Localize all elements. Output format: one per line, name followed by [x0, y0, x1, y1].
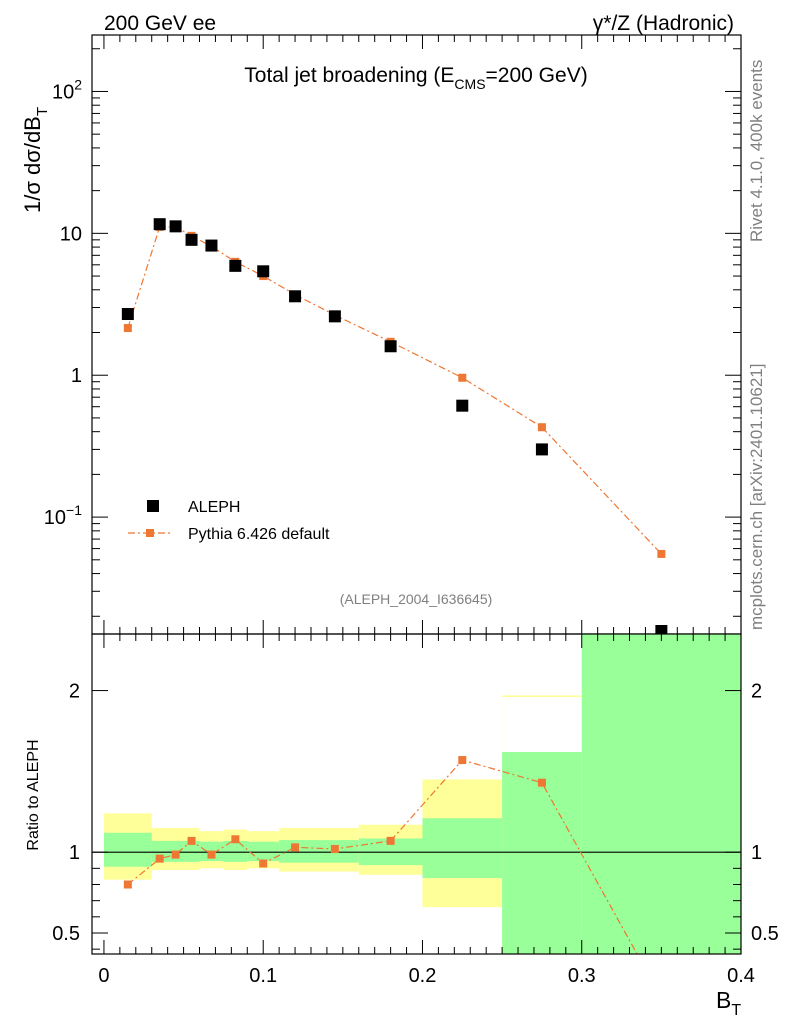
- mc-point: [123, 324, 132, 333]
- uncertainty-band-inner: [581, 634, 741, 954]
- y-tick-label-base: 1: [71, 365, 82, 387]
- ratio-mc-point: [123, 880, 132, 889]
- ratio-frame: [91, 633, 742, 955]
- x-tick-label: 0.2: [409, 965, 437, 987]
- main-frame: [91, 34, 742, 635]
- y-tick-label: 1: [71, 365, 82, 387]
- x-tick-label: 0.4: [727, 965, 755, 987]
- y-tick-label: 102: [52, 76, 82, 103]
- mc-point: [657, 549, 666, 558]
- y-tick-label-exp: −1: [66, 502, 82, 518]
- ratio-mc-point: [386, 836, 395, 845]
- main-title-post: =200 GeV): [486, 64, 588, 87]
- ratio-mc-point: [291, 843, 300, 852]
- ratio-panel: 0 0.1 0.2 0.3 0.4 0.5 0.5 1 1 2 2: [52, 633, 779, 987]
- ratio-axes: 0 0.1 0.2 0.3 0.4 0.5 0.5 1 1 2 2: [52, 634, 779, 987]
- main-ylabel-text: 1/σ dσ/dB: [20, 116, 45, 213]
- data-point: [384, 340, 397, 353]
- main-title-pre: Total jet broadening (E: [244, 64, 454, 87]
- uncertainty-band-inner: [247, 841, 280, 862]
- ratio-mc-point: [231, 835, 240, 844]
- x-tick-label: 0.3: [568, 965, 596, 987]
- x-axis-label: BT: [716, 987, 741, 1019]
- data-point: [205, 239, 218, 252]
- y-tick-label: 10−1: [44, 502, 82, 529]
- data-point: [185, 233, 198, 246]
- y-tick-label-base: 10: [44, 507, 66, 529]
- ratio-y-tick-label-right: 1: [751, 842, 762, 864]
- data-point: [456, 399, 469, 412]
- legend-label-mc: Pythia 6.426 default: [188, 526, 330, 543]
- ratio-mc-point: [330, 844, 339, 853]
- mc-point: [458, 373, 467, 382]
- ratio-y-tick-label: 1: [69, 842, 80, 864]
- uncertainty-band-inner: [223, 840, 248, 862]
- x-axis-label-sub: T: [731, 1002, 741, 1019]
- y-tick-label: 10: [60, 223, 82, 245]
- ratio-y-tick-label-right: 0.5: [751, 923, 779, 945]
- legend-marker-mc: [146, 529, 154, 537]
- uncertainty-band-inner: [103, 832, 152, 867]
- uncertainty-band-inner: [422, 818, 503, 879]
- main-title-sub: CMS: [454, 76, 485, 92]
- y-tick-label-exp: 2: [74, 76, 82, 92]
- ratio-mc-point: [537, 778, 546, 787]
- main-title: Total jet broadening (ECMS=200 GeV): [244, 64, 587, 92]
- mc-point: [537, 423, 546, 432]
- data-point: [328, 310, 341, 323]
- ratio-mc-point: [155, 854, 164, 863]
- ratio-mc-point: [207, 850, 216, 859]
- analysis-watermark: (ALEPH_2004_I636645): [340, 591, 493, 607]
- main-ylabel: 1/σ dσ/dBT: [20, 107, 51, 213]
- mcplots-label: mcplots.cern.ch [arXiv:2401.10621]: [747, 364, 766, 630]
- ratio-y-tick-label-right: 2: [751, 681, 762, 703]
- legend-marker-aleph: [147, 500, 159, 512]
- y-tick-label-base: 10: [52, 81, 74, 103]
- data-point: [121, 308, 134, 321]
- ratio-ylabel: Ratio to ALEPH: [25, 739, 42, 850]
- data-point: [257, 265, 270, 278]
- data-point: [289, 290, 302, 303]
- x-tick-label: 0.1: [249, 965, 277, 987]
- y-tick-label-base: 10: [60, 223, 82, 245]
- x-axis-label-text: B: [716, 987, 731, 1013]
- data-point: [169, 220, 182, 233]
- ratio-y-tick-label: 2: [69, 681, 80, 703]
- ratio-mc-point: [458, 756, 467, 765]
- rivet-label: Rivet 4.1.0, 400k events: [747, 60, 766, 242]
- header-left: 200 GeV ee: [104, 12, 216, 35]
- ratio-data-layer: [92, 634, 741, 955]
- data-point: [535, 443, 548, 456]
- main-data-layer: [121, 218, 668, 637]
- main-ylabel-sub: T: [34, 107, 51, 116]
- ratio-mc-point: [171, 850, 180, 859]
- data-point: [229, 259, 242, 272]
- legend: ALEPH Pythia 6.426 default: [128, 499, 330, 543]
- legend-label-aleph: ALEPH: [188, 499, 240, 516]
- x-tick-label: 0: [98, 965, 109, 987]
- header-right: γ*/Z (Hadronic): [593, 12, 734, 35]
- ratio-y-tick-label: 0.5: [52, 923, 80, 945]
- ratio-mc-point: [187, 836, 196, 845]
- ratio-mc-point: [259, 859, 268, 868]
- data-point: [153, 218, 166, 231]
